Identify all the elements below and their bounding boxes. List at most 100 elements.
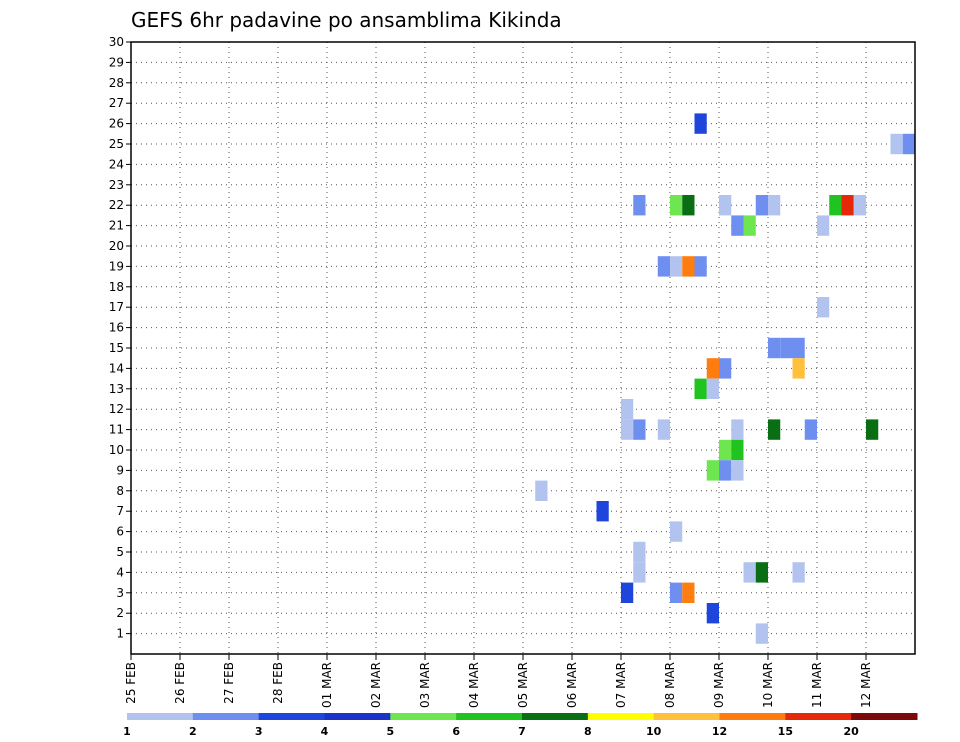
data-cell <box>706 378 719 399</box>
data-cell <box>670 582 683 603</box>
y-tick-label: 2 <box>116 606 124 620</box>
data-cell <box>890 133 903 155</box>
data-cell <box>621 582 634 603</box>
data-cell <box>731 439 744 461</box>
y-tick-label: 13 <box>109 382 124 396</box>
data-cell <box>866 419 879 440</box>
y-tick-label: 15 <box>109 341 124 355</box>
data-cell <box>621 419 634 440</box>
data-cell <box>670 256 683 277</box>
y-tick-label: 10 <box>109 443 124 457</box>
data-cell <box>657 256 670 277</box>
data-cell <box>743 562 756 583</box>
x-tick-label: 05 MAR <box>516 662 530 708</box>
colorbar-label: 7 <box>518 725 526 738</box>
y-tick-label: 28 <box>109 76 124 90</box>
colorbar-segment <box>192 713 260 720</box>
data-cell <box>755 623 768 644</box>
colorbar-label: 15 <box>778 725 793 738</box>
data-cell <box>670 521 683 542</box>
data-cell <box>817 215 830 236</box>
y-tick-label: 20 <box>109 239 124 253</box>
colorbar-label: 2 <box>189 725 197 738</box>
data-cell <box>706 603 719 624</box>
colorbar-segment <box>127 713 194 720</box>
data-cell <box>694 378 707 399</box>
x-axis: 25 FEB 26 FEB 27 FEB 28 FEB 01 MAR 02 MAR 03 M… <box>124 654 873 708</box>
x-tick-label: 02 MAR <box>369 662 383 708</box>
data-cell <box>535 480 548 501</box>
data-cell <box>792 562 805 583</box>
colorbar-segment <box>785 713 852 720</box>
data-cell <box>719 460 732 481</box>
y-tick-label: 4 <box>116 565 124 579</box>
y-tick-label: 1 <box>116 627 124 641</box>
data-cell <box>902 133 915 155</box>
data-cell <box>682 195 695 216</box>
data-cell <box>682 582 695 603</box>
data-cell <box>731 419 744 440</box>
colorbar-label: 4 <box>321 725 329 738</box>
colorbar-label: 10 <box>646 725 662 738</box>
data-cells <box>535 113 915 644</box>
data-cell <box>694 256 707 277</box>
data-cell <box>780 337 793 359</box>
data-cell <box>792 337 805 359</box>
data-cell <box>841 195 854 216</box>
colorbar-label: 1 <box>123 725 131 738</box>
colorbar-segment <box>390 713 457 720</box>
data-cell <box>657 419 670 440</box>
colorbar-segment <box>587 713 655 720</box>
colorbar-label: 8 <box>584 725 592 738</box>
data-cell <box>829 195 842 216</box>
colorbar-label: 3 <box>255 725 263 738</box>
y-tick-label: 27 <box>109 96 124 110</box>
data-cell <box>804 419 817 440</box>
data-cell <box>768 195 781 216</box>
data-cell <box>768 419 781 440</box>
colorbar-segment <box>456 713 523 720</box>
x-tick-label: 26 FEB <box>173 662 187 704</box>
x-tick-label: 28 FEB <box>271 662 285 704</box>
x-tick-label: 06 MAR <box>565 662 579 708</box>
y-tick-label: 21 <box>109 219 124 233</box>
data-cell <box>719 195 732 216</box>
data-cell <box>817 297 830 318</box>
chart-title: GEFS 6hr padavine po ansamblima Kikinda <box>131 8 562 32</box>
data-cell <box>706 358 719 379</box>
colorbar-segment <box>851 713 918 720</box>
y-tick-label: 14 <box>109 361 124 375</box>
y-tick-label: 3 <box>116 586 124 600</box>
x-tick-label: 11 MAR <box>810 662 824 708</box>
data-cell <box>633 562 646 583</box>
data-cell <box>633 195 646 216</box>
x-tick-label: 25 FEB <box>124 662 138 704</box>
y-tick-label: 11 <box>109 423 124 437</box>
data-cell <box>731 215 744 236</box>
x-tick-label: 03 MAR <box>418 662 432 708</box>
y-tick-label: 9 <box>116 463 124 477</box>
y-tick-label: 26 <box>109 117 124 131</box>
data-cell <box>670 195 683 216</box>
y-tick-label: 6 <box>116 525 124 539</box>
y-tick-label: 30 <box>109 35 124 49</box>
x-tick-label: 12 MAR <box>859 662 873 708</box>
y-tick-label: 16 <box>109 321 124 335</box>
y-axis: 1234567891011121314151617181920212223242… <box>109 35 131 641</box>
x-tick-label: 01 MAR <box>320 662 334 708</box>
colorbar-label: 20 <box>844 725 860 738</box>
data-cell <box>719 358 732 379</box>
y-tick-label: 18 <box>109 280 124 294</box>
y-tick-label: 22 <box>109 198 124 212</box>
x-tick-label: 09 MAR <box>712 662 726 708</box>
data-cell <box>755 195 768 216</box>
data-cell <box>719 439 732 461</box>
x-tick-label: 27 FEB <box>222 662 236 704</box>
data-cell <box>633 541 646 563</box>
y-tick-label: 19 <box>109 259 124 273</box>
colorbar-label: 12 <box>712 725 727 738</box>
y-tick-label: 24 <box>109 157 124 171</box>
y-tick-label: 7 <box>116 504 124 518</box>
y-tick-label: 12 <box>109 402 124 416</box>
y-tick-label: 23 <box>109 178 124 192</box>
